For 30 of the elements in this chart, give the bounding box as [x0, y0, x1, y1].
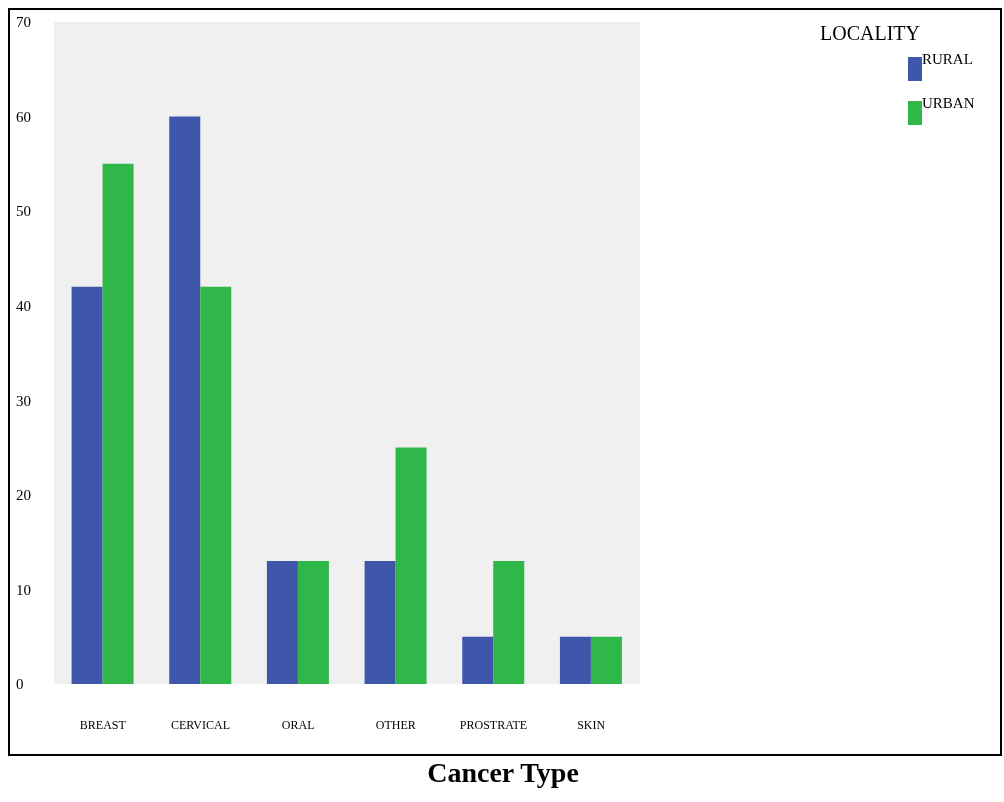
bar	[71, 286, 103, 684]
bar	[102, 163, 134, 684]
y-tick-label: 70	[16, 14, 31, 31]
legend-label: RURAL	[922, 51, 973, 68]
x-tick-label: CERVICAL	[170, 717, 231, 732]
bar	[462, 636, 494, 684]
bar	[200, 286, 232, 684]
x-tick-label: SKIN	[577, 717, 606, 732]
y-tick-label: 60	[16, 108, 31, 125]
bar	[493, 561, 525, 684]
legend-title: LOCALITY	[820, 22, 921, 45]
y-tick-label: 40	[16, 298, 31, 315]
x-tick-label: PROSTRATE	[459, 717, 528, 732]
legend-label: URBAN	[922, 95, 975, 112]
y-tick-label: 50	[16, 203, 31, 220]
bar	[169, 116, 201, 684]
x-tick-label: ORAL	[281, 717, 315, 732]
bar	[559, 636, 591, 684]
y-tick-label: 0	[16, 676, 24, 693]
bar	[395, 447, 427, 684]
y-tick-label: 10	[16, 581, 31, 598]
x-tick-label: BREAST	[79, 717, 127, 732]
bar	[364, 561, 396, 684]
bar	[590, 636, 622, 684]
bar	[297, 561, 329, 684]
x-axis-title: Cancer Type	[426, 756, 580, 790]
y-tick-label: 20	[16, 487, 31, 504]
y-tick-label: 30	[16, 392, 31, 409]
x-tick-label: OTHER	[375, 717, 416, 732]
bar	[266, 561, 298, 684]
